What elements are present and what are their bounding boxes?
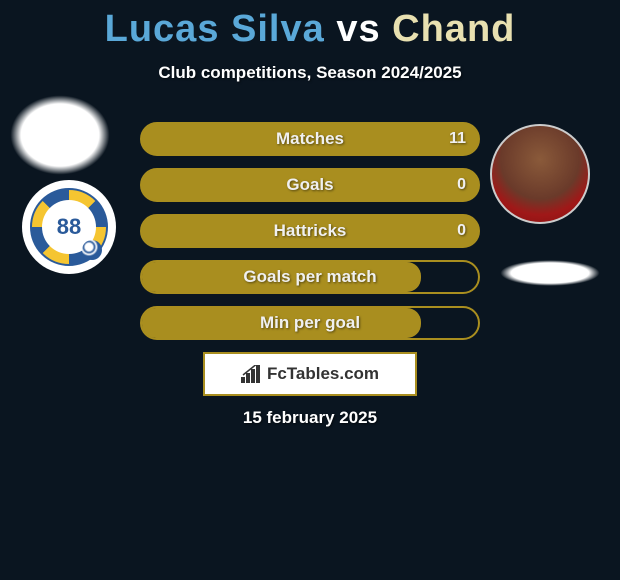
vs-text: vs	[336, 8, 380, 50]
logo-text: FcTables.com	[267, 364, 379, 384]
stat-value: 0	[457, 222, 466, 240]
player1-avatar-placeholder	[10, 95, 110, 175]
stat-label: Goals	[286, 175, 333, 195]
stat-row-goals-per-match: Goals per match	[140, 260, 480, 294]
stat-label: Goals per match	[243, 267, 376, 287]
subtitle: Club competitions, Season 2024/2025	[0, 63, 620, 83]
footer-date: 15 february 2025	[0, 408, 620, 428]
player2-avatar	[490, 124, 590, 224]
source-logo[interactable]: FcTables.com	[203, 352, 417, 396]
stat-label: Min per goal	[260, 313, 360, 333]
chart-icon	[241, 365, 263, 383]
stat-label: Matches	[276, 129, 344, 149]
stat-value: 0	[457, 176, 466, 194]
player1-name: Lucas Silva	[105, 8, 325, 50]
stat-row-hattricks: Hattricks 0	[140, 214, 480, 248]
stats-container: Matches 11 Goals 0 Hattricks 0 Goals per…	[140, 122, 480, 352]
stat-row-goals: Goals 0	[140, 168, 480, 202]
stat-label: Hattricks	[274, 221, 347, 241]
player1-club-badge: 88	[22, 180, 116, 274]
stat-row-min-per-goal: Min per goal	[140, 306, 480, 340]
soccer-ball-icon	[82, 240, 102, 260]
badge-ring: 88	[30, 188, 108, 266]
stat-row-matches: Matches 11	[140, 122, 480, 156]
stat-value: 11	[449, 130, 466, 148]
player2-name: Chand	[392, 8, 515, 50]
player2-shadow	[500, 260, 600, 286]
page-title: Lucas Silva vs Chand	[0, 0, 620, 51]
